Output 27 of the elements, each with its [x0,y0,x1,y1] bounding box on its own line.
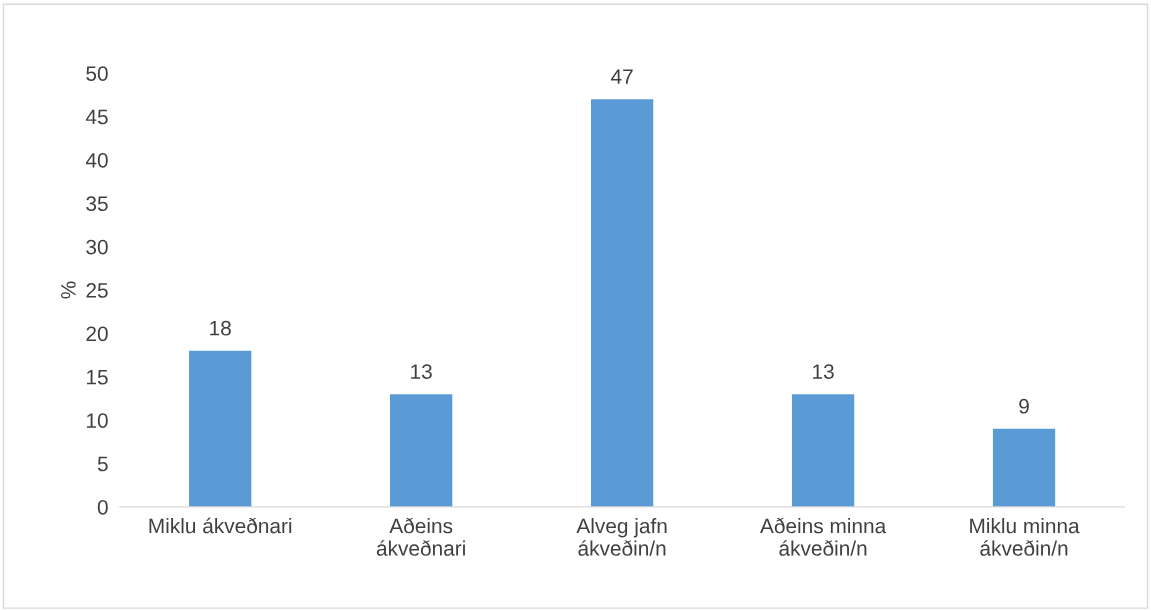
bar [791,394,855,507]
y-tick-label: 20 [86,326,108,342]
y-tick-label: 15 [87,370,108,385]
x-tick-label: Aðeins ákveðnari [376,517,465,556]
y-tick-label: 40 [85,152,108,168]
data-label: 13 [411,364,432,379]
y-tick-label: 25 [86,283,108,298]
bar [992,428,1056,507]
data-label: 13 [813,364,834,379]
y-tick-label: 30 [86,239,108,255]
y-axis-title: % [61,281,76,299]
y-tick-label: 0 [97,499,108,515]
x-tick-label: Miklu ákveðnari [149,517,292,534]
data-label: 9 [1019,398,1029,414]
x-tick-label: Miklu minna ákveðin/n [970,518,1080,556]
y-tick-label: 45 [85,109,108,125]
data-label: 47 [611,69,633,84]
bar [390,394,453,507]
y-tick-label: 35 [86,196,108,212]
bar [189,350,252,507]
y-tick-label: 5 [97,456,108,472]
bar [590,99,654,507]
data-label: 18 [210,320,231,336]
x-tick-label: Alveg jafn ákveðin/n [576,518,667,556]
y-tick-label: 10 [87,413,108,428]
y-tick-label: 50 [86,66,108,81]
x-tick-label: Aðeins minna ákveðin/n [760,517,887,556]
